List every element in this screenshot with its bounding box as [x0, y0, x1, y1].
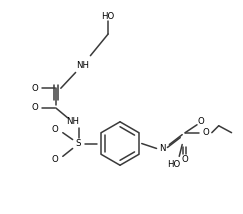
- Text: O: O: [32, 84, 38, 93]
- Text: O: O: [202, 128, 209, 137]
- Text: N: N: [159, 144, 166, 153]
- Text: NH: NH: [76, 61, 89, 70]
- Text: O: O: [182, 155, 189, 164]
- Text: O: O: [52, 155, 58, 164]
- Text: NH: NH: [66, 117, 79, 126]
- Text: HO: HO: [102, 12, 115, 21]
- Text: O: O: [32, 104, 38, 113]
- Text: O: O: [198, 117, 204, 126]
- Text: HO: HO: [167, 160, 180, 169]
- Text: S: S: [76, 139, 81, 148]
- Text: O: O: [52, 125, 58, 134]
